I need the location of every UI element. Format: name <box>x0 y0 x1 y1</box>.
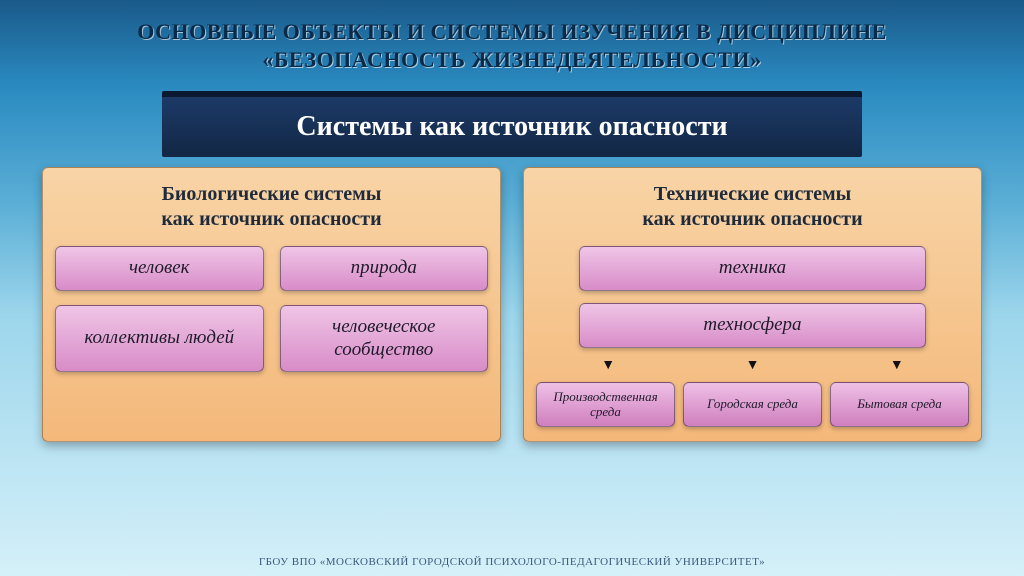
sub-box-city: Городская среда <box>683 382 822 427</box>
right-stack: техника техносфера ▼ ▼ ▼ Производственна… <box>536 246 969 427</box>
tech-box-tech: техника <box>579 246 925 291</box>
left-panel: Биологические системы как источник опасн… <box>42 167 501 442</box>
tech-box-technosphere: техносфера <box>579 303 925 348</box>
right-panel: Технические системы как источник опаснос… <box>523 167 982 442</box>
title-line-2: «БЕЗОПАСНОСТЬ ЖИЗНЕДЕЯТЕЛЬНОСТИ» <box>40 46 984 74</box>
arrow-icon: ▼ <box>890 358 904 374</box>
left-grid: человек природа коллективы людей человеч… <box>55 246 488 372</box>
footer: ГБОУ ВПО «МОСКОВСКИЙ ГОРОДСКОЙ ПСИХОЛОГО… <box>0 556 1024 568</box>
arrow-icon: ▼ <box>746 358 760 374</box>
right-subgrid: Производственная среда Городская среда Б… <box>536 382 969 427</box>
slide-title: ОСНОВНЫЕ ОБЪЕКТЫ И СИСТЕМЫ ИЗУЧЕНИЯ В ДИ… <box>0 0 1024 79</box>
right-panel-header: Технические системы как источник опаснос… <box>536 178 969 242</box>
bio-box-collectives: коллективы людей <box>55 305 264 373</box>
bio-box-society: человеческое сообщество <box>280 305 489 373</box>
bio-box-nature: природа <box>280 246 489 291</box>
sub-box-prod: Производственная среда <box>536 382 675 427</box>
columns: Биологические системы как источник опасн… <box>42 167 982 442</box>
bio-box-human: человек <box>55 246 264 291</box>
arrow-row: ▼ ▼ ▼ <box>536 358 969 374</box>
arrow-icon: ▼ <box>601 358 615 374</box>
left-header-l1: Биологические системы <box>61 182 482 207</box>
right-header-l1: Технические системы <box>542 182 963 207</box>
right-header-l2: как источник опасности <box>542 207 963 232</box>
title-line-1: ОСНОВНЫЕ ОБЪЕКТЫ И СИСТЕМЫ ИЗУЧЕНИЯ В ДИ… <box>40 18 984 46</box>
left-panel-header: Биологические системы как источник опасн… <box>55 178 488 242</box>
left-header-l2: как источник опасности <box>61 207 482 232</box>
main-header: Системы как источник опасности <box>162 91 862 157</box>
sub-box-home: Бытовая среда <box>830 382 969 427</box>
